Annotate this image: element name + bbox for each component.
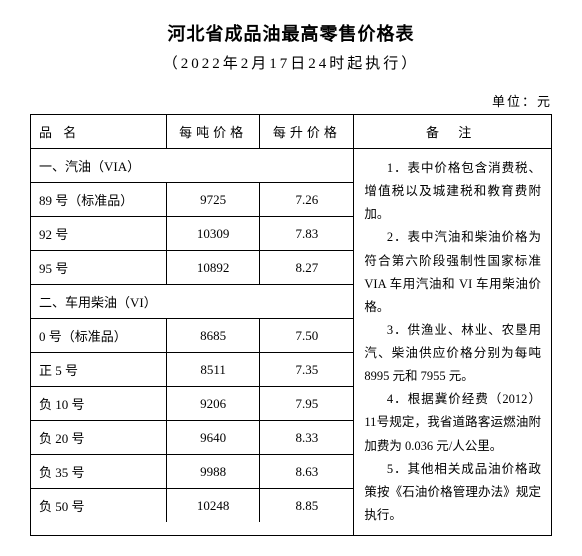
table-row: 负 10 号 9206 7.95 (31, 387, 353, 421)
remarks-column: 备 注 1．表中价格包含消费税、增值税以及城建税和教育费附加。 2．表中汽油和柴… (353, 115, 551, 535)
table-row: 负 20 号 9640 8.33 (31, 421, 353, 455)
col-header-liter: 每升价格 (260, 115, 354, 149)
table-row: 95 号 10892 8.27 (31, 251, 353, 285)
remark-item: 4．根据冀价经费（2012）11号规定，我省道路客运燃油附加费为 0.036 元… (364, 388, 541, 457)
cell-liter: 7.26 (260, 183, 354, 217)
cell-liter: 8.85 (260, 489, 354, 523)
table-row: 正 5 号 8511 7.35 (31, 353, 353, 387)
cell-liter: 7.83 (260, 217, 354, 251)
cell-name: 负 20 号 (31, 421, 166, 455)
section-gasoline-label: 一、汽油（VIA） (31, 149, 353, 183)
cell-ton: 9640 (166, 421, 259, 455)
cell-ton: 8685 (166, 319, 259, 353)
table-row: 89 号（标准品） 9725 7.26 (31, 183, 353, 217)
remarks-body: 1．表中价格包含消费税、增值税以及城建税和教育费附加。 2．表中汽油和柴油价格为… (354, 149, 551, 535)
unit-label: 单位：元 (30, 91, 552, 110)
remark-item: 1．表中价格包含消费税、增值税以及城建税和教育费附加。 (364, 157, 541, 226)
col-header-name: 品 名 (31, 115, 166, 149)
cell-liter: 8.33 (260, 421, 354, 455)
table-row: 负 35 号 9988 8.63 (31, 455, 353, 489)
table-row: 0 号（标准品） 8685 7.50 (31, 319, 353, 353)
cell-name: 负 10 号 (31, 387, 166, 421)
cell-ton: 9725 (166, 183, 259, 217)
cell-ton: 9988 (166, 455, 259, 489)
page-subtitle: （2022年2月17日24时起执行） (30, 52, 552, 73)
cell-name: 92 号 (31, 217, 166, 251)
col-header-ton: 每吨价格 (166, 115, 259, 149)
price-table: 品 名 每吨价格 每升价格 一、汽油（VIA） 89 号（标准品） 9725 7… (31, 115, 353, 522)
cell-liter: 7.35 (260, 353, 354, 387)
cell-ton: 10248 (166, 489, 259, 523)
section-diesel-label: 二、车用柴油（VI） (31, 285, 353, 319)
cell-name: 负 50 号 (31, 489, 166, 523)
remark-item: 5．其他相关成品油价格政策按《石油价格管理办法》规定执行。 (364, 458, 541, 527)
cell-name: 95 号 (31, 251, 166, 285)
cell-name: 负 35 号 (31, 455, 166, 489)
table-row: 92 号 10309 7.83 (31, 217, 353, 251)
cell-name: 0 号（标准品） (31, 319, 166, 353)
page-title: 河北省成品油最高零售价格表 (30, 20, 552, 46)
cell-ton: 10309 (166, 217, 259, 251)
cell-ton: 8511 (166, 353, 259, 387)
remark-item: 3．供渔业、林业、农垦用汽、柴油供应价格分别为每吨 8995 元和 7955 元… (364, 319, 541, 388)
cell-liter: 7.50 (260, 319, 354, 353)
cell-name: 正 5 号 (31, 353, 166, 387)
cell-ton: 9206 (166, 387, 259, 421)
cell-ton: 10892 (166, 251, 259, 285)
cell-liter: 8.63 (260, 455, 354, 489)
cell-liter: 8.27 (260, 251, 354, 285)
cell-liter: 7.95 (260, 387, 354, 421)
remarks-header: 备 注 (354, 115, 551, 149)
section-gasoline: 一、汽油（VIA） (31, 149, 353, 183)
table-row: 负 50 号 10248 8.85 (31, 489, 353, 523)
remark-item: 2．表中汽油和柴油价格为符合第六阶段强制性国家标准 VIA 车用汽油和 VI 车… (364, 226, 541, 319)
table-header-row: 品 名 每吨价格 每升价格 (31, 115, 353, 149)
cell-name: 89 号（标准品） (31, 183, 166, 217)
price-table-container: 品 名 每吨价格 每升价格 一、汽油（VIA） 89 号（标准品） 9725 7… (30, 114, 552, 536)
section-diesel: 二、车用柴油（VI） (31, 285, 353, 319)
